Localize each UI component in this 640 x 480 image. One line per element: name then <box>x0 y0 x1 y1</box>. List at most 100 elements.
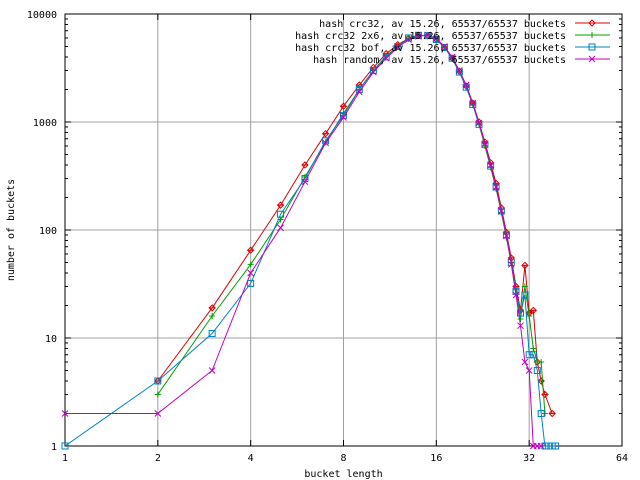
data-point-marker <box>382 54 390 62</box>
data-point-marker <box>469 99 477 107</box>
data-point-marker <box>521 291 529 299</box>
series-line <box>157 34 546 414</box>
data-point-marker <box>537 442 545 450</box>
data-point-marker <box>322 139 329 147</box>
data-point-marker <box>481 140 489 148</box>
data-point-marker <box>487 162 495 170</box>
data-point-marker <box>507 261 515 268</box>
y-tick-label: 10000 <box>27 10 57 21</box>
data-point-marker <box>487 161 494 169</box>
data-point-marker <box>589 32 595 38</box>
data-point-marker <box>369 66 377 74</box>
data-point-marker <box>517 322 524 330</box>
data-point-marker <box>588 43 596 51</box>
data-point-marker <box>541 390 549 399</box>
legend-swatch <box>575 43 610 51</box>
y-tick-label: 100 <box>39 226 57 237</box>
series-line <box>157 34 553 414</box>
data-point-marker <box>208 330 216 338</box>
data-point-marker <box>448 53 456 61</box>
data-point-marker <box>339 102 348 110</box>
data-point-marker <box>394 44 402 51</box>
data-point-marker <box>498 207 505 215</box>
data-point-marker <box>525 351 533 359</box>
data-point-marker <box>529 351 537 359</box>
data-point-marker <box>208 304 216 312</box>
data-point-marker <box>552 442 560 450</box>
data-point-marker <box>462 81 470 89</box>
x-tick-label: 16 <box>430 453 442 464</box>
legend-swatch <box>575 55 610 63</box>
data-point-marker <box>355 88 363 96</box>
data-point-marker <box>521 283 528 290</box>
grid-lines <box>65 14 622 446</box>
data-point-marker <box>208 367 216 374</box>
data-point-marker <box>475 119 483 127</box>
data-point-marker <box>414 31 422 39</box>
y-axis-label: number of buckets <box>6 179 17 281</box>
data-point-marker <box>301 178 309 186</box>
data-point-marker <box>382 53 390 61</box>
data-point-marker <box>61 410 69 417</box>
series-3 <box>61 31 560 450</box>
series-line <box>64 34 556 447</box>
legend: hash crc32, av 15.26, 65537/65537 bucket… <box>295 19 610 66</box>
series-4 <box>61 31 545 450</box>
data-point-marker <box>340 114 347 121</box>
data-point-marker <box>492 183 500 191</box>
x-tick-label: 32 <box>523 453 535 464</box>
data-point-marker <box>521 358 529 366</box>
data-point-marker <box>548 409 556 418</box>
data-point-marker <box>209 312 216 319</box>
legend-label: hash crc32, av 15.26, 65537/65537 bucket… <box>319 19 566 30</box>
data-point-marker <box>541 442 549 450</box>
legend-swatch <box>575 19 610 27</box>
legend-label: hash crc32 2x6, av 15.26, 65537/65537 bu… <box>295 31 566 42</box>
legend-swatch <box>575 32 610 38</box>
data-point-marker <box>277 224 284 232</box>
axis-ticks: 1 2 4 8 16 32 64 1 10 100 1000 10000 <box>27 10 628 464</box>
x-tick-label: 64 <box>616 453 628 464</box>
data-point-marker <box>154 391 161 398</box>
data-point-marker <box>526 312 533 319</box>
y-tick-label: 1 <box>51 442 57 453</box>
data-point-marker <box>448 54 456 62</box>
data-point-marker <box>247 279 255 287</box>
data-point-marker <box>512 291 520 299</box>
data-point-marker <box>492 183 500 191</box>
data-point-marker <box>405 34 413 42</box>
data-point-marker <box>370 68 377 76</box>
data-point-marker <box>246 246 255 254</box>
x-axis-label: bucket length <box>304 469 382 480</box>
data-point-marker <box>588 19 596 27</box>
data-point-marker <box>588 55 596 63</box>
data-point-marker <box>517 309 525 317</box>
data-point-marker <box>497 207 505 215</box>
data-point-marker <box>533 367 541 375</box>
data-point-marker <box>440 43 448 51</box>
data-point-marker <box>455 67 463 74</box>
data-point-marker <box>521 261 529 270</box>
y-tick-label: 1000 <box>33 118 57 129</box>
data-point-marker <box>247 261 254 268</box>
data-point-marker <box>529 306 537 315</box>
data-point-marker <box>503 232 510 240</box>
legend-label: hash random, av 15.26, 65537/65537 bucke… <box>313 55 566 66</box>
data-point-marker <box>432 35 440 43</box>
data-point-marker <box>455 68 463 76</box>
data-point-marker <box>61 442 69 450</box>
data-point-marker <box>340 111 347 119</box>
data-point-marker <box>537 409 545 417</box>
data-point-marker <box>154 410 162 417</box>
series-layer <box>61 31 560 450</box>
data-point-marker <box>541 410 548 417</box>
x-tick-label: 2 <box>155 453 161 464</box>
x-tick-label: 4 <box>248 453 254 464</box>
y-tick-label: 10 <box>45 334 57 345</box>
data-point-marker <box>441 43 448 50</box>
data-point-marker <box>276 201 285 209</box>
x-tick-label: 1 <box>62 453 68 464</box>
data-point-marker <box>247 269 255 277</box>
data-point-marker <box>432 36 440 44</box>
